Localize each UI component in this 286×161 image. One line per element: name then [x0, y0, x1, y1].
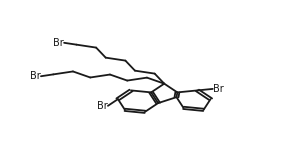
Text: Br: Br [213, 84, 224, 94]
Text: Br: Br [30, 71, 40, 81]
Text: Br: Br [53, 38, 63, 48]
Text: Br: Br [97, 101, 107, 111]
